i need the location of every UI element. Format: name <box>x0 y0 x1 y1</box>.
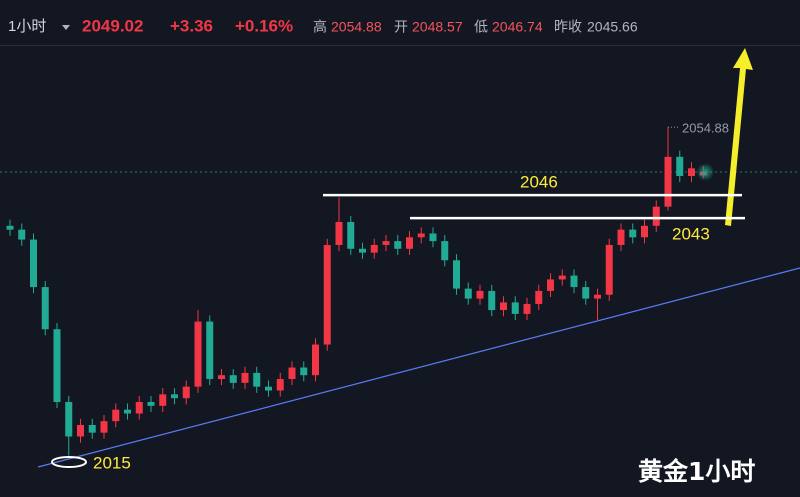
candle-body <box>394 241 402 249</box>
candle-body <box>594 294 601 299</box>
candle-body <box>182 386 190 399</box>
candle-body <box>488 290 496 311</box>
candle-body <box>441 241 449 261</box>
candle-body <box>617 229 625 245</box>
candle-body <box>41 287 49 330</box>
candle-body <box>253 372 261 387</box>
open-value: 2048.57 <box>412 19 463 35</box>
candle-body <box>159 394 167 406</box>
peak-label: 2054.88 <box>682 121 729 136</box>
high-value: 2054.88 <box>331 19 382 35</box>
candle-body <box>265 386 272 391</box>
candle-body <box>6 225 14 230</box>
last-price-glow <box>696 163 715 182</box>
candle-body <box>429 233 437 242</box>
candle-body <box>147 402 155 406</box>
change: +3.36 <box>170 16 213 35</box>
prev-close-value: 2045.66 <box>587 19 638 35</box>
high-label: 高 <box>313 19 327 35</box>
watermark: 黄金1小时 <box>638 457 755 486</box>
candle-body <box>100 421 108 433</box>
candle-body <box>629 229 637 238</box>
candle-body <box>535 290 543 304</box>
candle-body <box>688 168 695 177</box>
candle-body <box>229 375 237 383</box>
candle-body <box>77 424 84 437</box>
interval[interactable]: 1小时 <box>8 18 46 35</box>
candle-body <box>582 287 590 299</box>
up-arrow <box>725 48 753 226</box>
candle-body <box>300 367 308 376</box>
candle-body <box>500 302 507 311</box>
candle-body <box>664 156 672 207</box>
candle-body <box>288 367 296 380</box>
candle-body <box>382 241 390 245</box>
price: 2049.02 <box>82 16 143 35</box>
candle-body <box>241 372 249 383</box>
dropdown-arrow[interactable] <box>62 25 70 30</box>
low-label: 低 <box>474 19 488 35</box>
prev-close-label: 昨收 <box>554 19 582 35</box>
candle-body <box>652 206 660 226</box>
candle-body <box>18 229 26 240</box>
open-label: 开 <box>394 19 408 35</box>
candle-body <box>112 409 120 422</box>
change-pct: +0.16% <box>235 16 293 35</box>
candle-body <box>417 233 425 238</box>
candle-body <box>276 379 284 391</box>
candle-body <box>171 394 178 399</box>
candle-body <box>335 221 343 245</box>
candle-body <box>312 344 319 376</box>
candle-body <box>30 239 37 288</box>
candle-body <box>406 237 413 249</box>
candle-body <box>347 221 355 249</box>
candle-body <box>523 303 531 314</box>
candle-body <box>547 279 554 291</box>
candle-body <box>65 402 73 437</box>
candle-body <box>88 424 96 433</box>
candle-body <box>370 244 378 253</box>
candle-body <box>53 329 61 403</box>
low-annotation: 2015 <box>93 453 131 472</box>
plot-area: 2054.88 <box>0 121 800 456</box>
candle-body <box>135 402 143 414</box>
candle-body <box>641 225 648 238</box>
candle-body <box>359 248 366 253</box>
candle-body <box>206 321 214 380</box>
low-value: 2046.74 <box>492 19 543 35</box>
candle-body <box>218 375 225 380</box>
candle-body <box>124 409 131 414</box>
candle-body <box>464 288 472 299</box>
trend-line <box>37 267 800 468</box>
level-label: 2046 <box>520 173 558 192</box>
candle-body <box>476 290 484 299</box>
candle-body <box>570 275 578 288</box>
candle-body <box>558 275 566 280</box>
level-label: 2043 <box>672 225 710 244</box>
candle-body <box>676 156 684 177</box>
candle-body <box>605 244 613 295</box>
low-circle <box>51 456 87 468</box>
candle-body <box>453 260 460 289</box>
candle-body <box>194 321 202 387</box>
candle-body <box>323 244 331 345</box>
candle-body <box>511 302 519 314</box>
